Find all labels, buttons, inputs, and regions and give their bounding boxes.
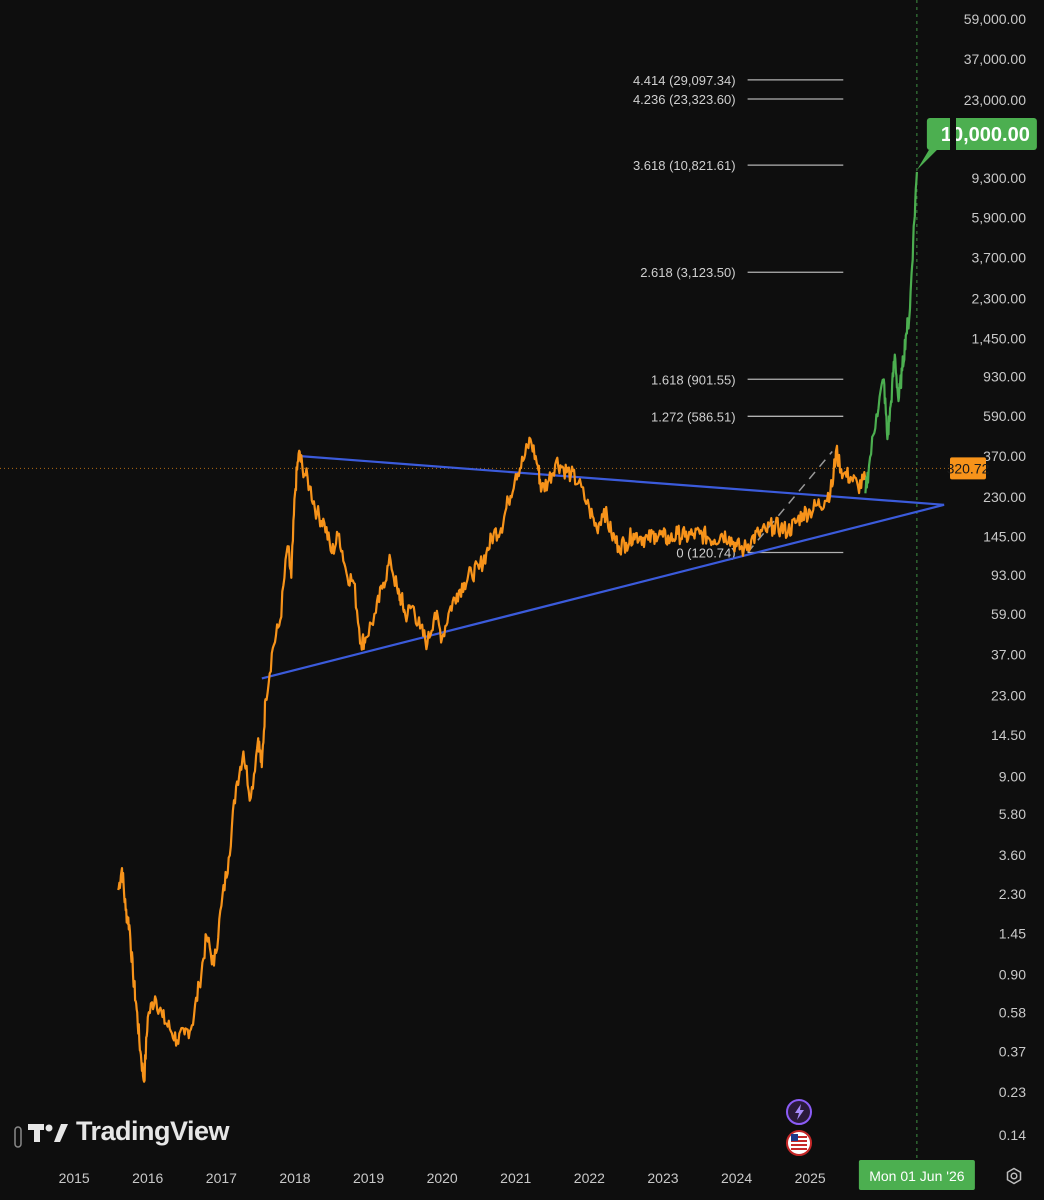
fib-anchor-line[interactable] [747, 451, 833, 554]
current-price-badge: 320.72 [947, 457, 990, 480]
panel-handle-icon[interactable] [14, 1126, 22, 1148]
tradingview-logo: TradingView [28, 1116, 230, 1147]
target-pointer [916, 149, 937, 170]
x-tick-label: 2020 [427, 1170, 458, 1186]
y-tick-label: 23.00 [991, 687, 1026, 703]
y-tick-label: 930.00 [983, 369, 1026, 385]
y-tick-label: 9,300.00 [972, 170, 1027, 186]
current-price-label: 320.72 [947, 460, 990, 476]
y-tick-label: 5,900.00 [972, 209, 1027, 225]
x-tick-label: 2023 [647, 1170, 678, 1186]
us-flag-icon-stripe [791, 1144, 807, 1146]
us-flag-icon-stripe [791, 1136, 807, 1138]
y-tick-label: 59,000.00 [964, 11, 1026, 27]
event-icons[interactable] [786, 1099, 812, 1156]
y-tick-label: 0.37 [999, 1043, 1026, 1059]
projection-line [864, 171, 918, 494]
price-series [117, 171, 918, 1083]
target-callout: 10,000.00 [916, 115, 1037, 170]
y-tick-label: 370.00 [983, 448, 1026, 464]
y-tick-label: 37.00 [991, 646, 1026, 662]
x-tick-label: 2024 [721, 1170, 752, 1186]
brand-name: TradingView [76, 1116, 230, 1146]
lightning-icon[interactable] [786, 1099, 812, 1125]
us-flag-icon-canton [791, 1134, 798, 1141]
x-tick-label: 2017 [206, 1170, 237, 1186]
axis-mask [950, 115, 956, 152]
fib-level-label: 3.618 (10,821.61) [633, 158, 736, 173]
y-tick-label: 2.30 [999, 886, 1026, 902]
fib-level-label: 4.236 (23,323.60) [633, 92, 736, 107]
x-tick-label: 2018 [279, 1170, 310, 1186]
gear-icon[interactable] [1005, 1167, 1023, 1185]
us-flag-icon[interactable] [786, 1130, 812, 1156]
y-tick-label: 230.00 [983, 489, 1026, 505]
x-tick-label: 2015 [59, 1170, 90, 1186]
price-labels: 320.72 10,000.00 Mon 01 Jun '26 [858, 115, 1037, 1190]
tradingview-logo-icon [28, 1123, 68, 1142]
fib-level-label: 0 (120.74) [676, 546, 735, 561]
y-tick-label: 37,000.00 [964, 51, 1026, 67]
x-tick-label: 2025 [795, 1170, 826, 1186]
trendline[interactable] [298, 454, 945, 506]
y-tick-label: 590.00 [983, 408, 1026, 424]
y-tick-label: 0.90 [999, 967, 1026, 983]
trendline[interactable] [261, 503, 945, 680]
y-tick-label: 0.23 [999, 1084, 1026, 1100]
y-tick-label: 2,300.00 [972, 291, 1027, 307]
y-tick-label: 59.00 [991, 606, 1026, 622]
y-tick-label: 5.80 [999, 806, 1026, 822]
x-tick-label: 2022 [574, 1170, 605, 1186]
current-price-box [950, 457, 986, 480]
y-tick-label: 93.00 [991, 567, 1026, 583]
lightning-icon-bolt [795, 1104, 804, 1120]
fib-level-label: 1.272 (586.51) [651, 409, 736, 424]
fib-level-label: 2.618 (3,123.50) [640, 265, 735, 280]
y-tick-label: 3.60 [999, 847, 1026, 863]
y-tick-label: 0.14 [999, 1127, 1026, 1143]
fib-level-label: 1.618 (901.55) [651, 372, 736, 387]
y-tick-label: 23,000.00 [964, 92, 1026, 108]
y-tick-label: 145.00 [983, 529, 1026, 545]
x-tick-label: 2019 [353, 1170, 384, 1186]
us-flag-icon-stripe [791, 1140, 807, 1142]
us-flag-icon-circle [786, 1130, 812, 1156]
y-tick-label: 9.00 [999, 768, 1026, 784]
us-flag-icon-stripe [791, 1148, 807, 1150]
y-tick-label: 0.58 [999, 1005, 1026, 1021]
y-tick-label: 1.45 [999, 926, 1026, 942]
y-tick-label: 1,450.00 [972, 330, 1027, 346]
date-marker-label: Mon 01 Jun '26 [869, 1168, 965, 1184]
date-marker-badge: Mon 01 Jun '26 [858, 1160, 975, 1190]
target-label: 10,000.00 [941, 124, 1030, 146]
triangle-trendlines[interactable] [261, 454, 945, 680]
y-tick-label: 14.50 [991, 727, 1026, 743]
x-tick-label: 2021 [500, 1170, 531, 1186]
date-marker-box [858, 1160, 975, 1190]
price-history-line [117, 436, 867, 1083]
y-tick-label: 3,700.00 [972, 250, 1027, 266]
fibonacci-extension[interactable]: 4.414 (29,097.34) 4.236 (23,323.60) 3.618 … [633, 73, 844, 561]
x-tick-label: 2016 [132, 1170, 163, 1186]
fib-level-label: 4.414 (29,097.34) [633, 73, 736, 88]
